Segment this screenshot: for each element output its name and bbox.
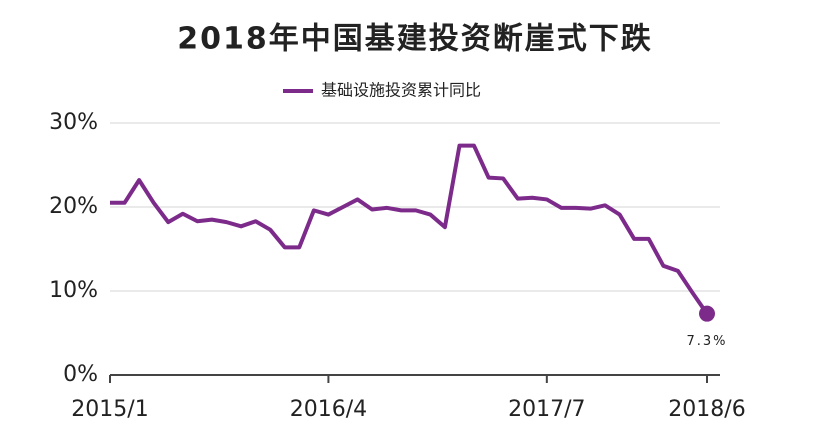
- legend-label: 基础设施投资累计同比: [321, 81, 481, 100]
- y-tick-label: 30%: [49, 110, 98, 135]
- chart-title: 2018年中国基建投资断崖式下跌: [177, 22, 653, 57]
- x-tick-label: 2016/4: [290, 397, 367, 422]
- end-marker: [699, 305, 715, 322]
- y-tick-label: 10%: [49, 278, 98, 303]
- x-tick-label: 2017/7: [508, 397, 585, 422]
- x-tick-label: 2018/6: [668, 397, 745, 422]
- y-tick-label: 0%: [63, 362, 98, 387]
- value-label: 7.3%: [686, 334, 727, 349]
- x-tick-label: 2015/1: [71, 397, 148, 422]
- data-line: [110, 143, 709, 315]
- y-tick-label: 20%: [49, 194, 98, 219]
